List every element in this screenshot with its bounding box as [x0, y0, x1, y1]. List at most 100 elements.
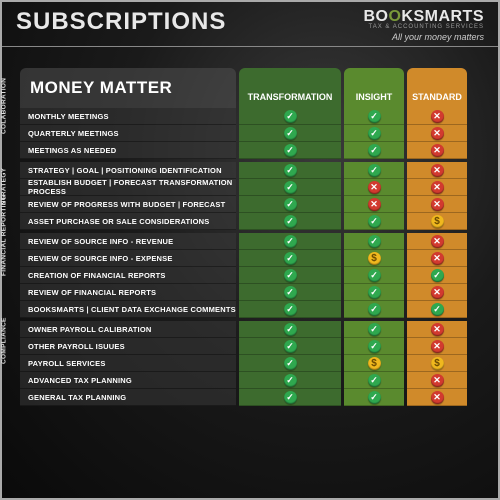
table-row: MONTHLY MEETINGS ✓ ✓ ✕	[2, 108, 498, 125]
dollar-icon: $	[431, 215, 444, 228]
check-icon: ✓	[284, 323, 297, 336]
check-icon: ✓	[284, 374, 297, 387]
header-divider	[2, 46, 498, 47]
value-cell: ✓	[239, 233, 341, 250]
tier-header: STANDARD	[407, 68, 467, 108]
cross-icon: ✕	[431, 391, 444, 404]
value-cell: ✕	[407, 250, 467, 267]
check-icon: ✓	[368, 323, 381, 336]
category-cell	[2, 389, 20, 406]
tier-header-row: MONEY MATTER TRANSFORMATIONINSIGHTSTANDA…	[2, 68, 498, 108]
value-cell: ✓	[344, 233, 404, 250]
table-row: BOOKSMARTS | CLIENT DATA EXCHANGE COMMEN…	[2, 301, 498, 318]
value-cell: ✓	[344, 372, 404, 389]
cross-icon: ✕	[368, 181, 381, 194]
feature-label: REVIEW OF SOURCE INFO - EXPENSE	[20, 250, 236, 267]
feature-label: MEETINGS AS NEEDED	[20, 142, 236, 159]
feature-label: REVIEW OF SOURCE INFO - REVENUE	[20, 233, 236, 250]
value-cell: ✓	[239, 196, 341, 213]
value-cell: ✓	[344, 284, 404, 301]
cross-icon: ✕	[431, 164, 444, 177]
table-row: COMPLIANCEPAYROLL SERVICES✓$$	[2, 355, 498, 372]
check-icon: ✓	[368, 110, 381, 123]
check-icon: ✓	[284, 164, 297, 177]
feature-label: GENERAL TAX PLANNING	[20, 389, 236, 406]
feature-label: REVIEW OF PROGRESS WITH BUDGET | FORECAS…	[20, 196, 236, 213]
table-row: ESTABLISH BUDGET | FORECAST TRANSFORMATI…	[2, 179, 498, 196]
check-icon: ✓	[368, 127, 381, 140]
feature-label: QUARTERLY MEETINGS	[20, 125, 236, 142]
value-cell: ✓	[344, 389, 404, 406]
value-cell: ✕	[344, 196, 404, 213]
check-icon: ✓	[368, 215, 381, 228]
value-cell: ✓	[344, 338, 404, 355]
check-icon: ✓	[284, 269, 297, 282]
brand-tagline: All your money matters	[363, 32, 484, 42]
check-icon: ✓	[284, 391, 297, 404]
check-icon: ✓	[368, 144, 381, 157]
cross-icon: ✕	[431, 286, 444, 299]
table-row: REVIEW OF SOURCE INFO - REVENUE✓✓✕	[2, 233, 498, 250]
feature-label: ADVANCED TAX PLANNING	[20, 372, 236, 389]
value-cell: $	[407, 355, 467, 372]
check-icon: ✓	[284, 303, 297, 316]
check-icon: ✓	[368, 340, 381, 353]
table-row: ASSET PURCHASE OR SALE CONSIDERATIONS✓✓$	[2, 213, 498, 230]
check-icon: ✓	[284, 110, 297, 123]
value-cell: ✕	[407, 233, 467, 250]
value-cell: ✓	[344, 267, 404, 284]
value-cell: $	[344, 250, 404, 267]
page-title: SUBSCRIPTIONS	[16, 8, 226, 36]
value-cell: ✓	[239, 108, 341, 125]
check-icon: ✓	[284, 144, 297, 157]
category-cell: COLABORATION	[2, 125, 20, 142]
check-icon: ✓	[368, 303, 381, 316]
value-cell: ✓	[239, 338, 341, 355]
cross-icon: ✕	[431, 252, 444, 265]
check-icon: ✓	[284, 198, 297, 211]
feature-label: REVIEW OF FINANCIAL REPORTS	[20, 284, 236, 301]
value-cell: ✓	[239, 389, 341, 406]
feature-label: STRATEGY | GOAL | POSITIONING IDENTIFICA…	[20, 162, 236, 179]
value-cell: ✕	[407, 142, 467, 159]
category-cell	[2, 301, 20, 318]
brand-subtitle: TAX & ACCOUNTING SERVICES	[363, 24, 484, 30]
value-cell: ✕	[407, 321, 467, 338]
value-cell: ✕	[407, 162, 467, 179]
value-cell: ✓	[239, 284, 341, 301]
category-cell	[2, 284, 20, 301]
check-icon: ✓	[368, 164, 381, 177]
category-cell: COMPLIANCE	[2, 355, 20, 372]
value-cell: ✓	[344, 108, 404, 125]
cross-icon: ✕	[431, 198, 444, 211]
dollar-icon: $	[431, 357, 444, 370]
value-cell: ✓	[239, 142, 341, 159]
table-body: MONTHLY MEETINGS✓✓✕COLABORATIONQUARTERLY…	[2, 108, 498, 409]
category-cell: FINANCIAL REPORTING	[2, 267, 20, 284]
value-cell: ✕	[344, 179, 404, 196]
value-cell: ✓	[239, 213, 341, 230]
check-icon: ✓	[368, 235, 381, 248]
value-cell: ✕	[407, 179, 467, 196]
dollar-icon: $	[368, 252, 381, 265]
cross-icon: ✕	[431, 127, 444, 140]
table-row: GENERAL TAX PLANNING ✓ ✓ ✕	[2, 389, 498, 406]
feature-label: PAYROLL SERVICES	[20, 355, 236, 372]
check-icon: ✓	[368, 269, 381, 282]
table-row: OWNER PAYROLL CALIBRATION ✓ ✓ ✕	[2, 321, 498, 338]
feature-label: OWNER PAYROLL CALIBRATION	[20, 321, 236, 338]
cross-icon: ✕	[431, 144, 444, 157]
feature-label: CREATION OF FINANCIAL REPORTS	[20, 267, 236, 284]
cross-icon: ✕	[368, 198, 381, 211]
value-cell: ✓	[344, 213, 404, 230]
feature-label: MONTHLY MEETINGS	[20, 108, 236, 125]
value-cell: ✓	[239, 267, 341, 284]
row-header-title: MONEY MATTER	[20, 68, 236, 108]
value-cell: ✓	[239, 321, 341, 338]
value-cell: ✓	[407, 267, 467, 284]
subscription-comparison-page: SUBSCRIPTIONS BOOKSMARTS TAX & ACCOUNTIN…	[0, 0, 500, 500]
value-cell: ✓	[239, 372, 341, 389]
feature-label: BOOKSMARTS | CLIENT DATA EXCHANGE COMMEN…	[20, 301, 236, 318]
tier-header: INSIGHT	[344, 68, 404, 108]
value-cell: ✕	[407, 108, 467, 125]
